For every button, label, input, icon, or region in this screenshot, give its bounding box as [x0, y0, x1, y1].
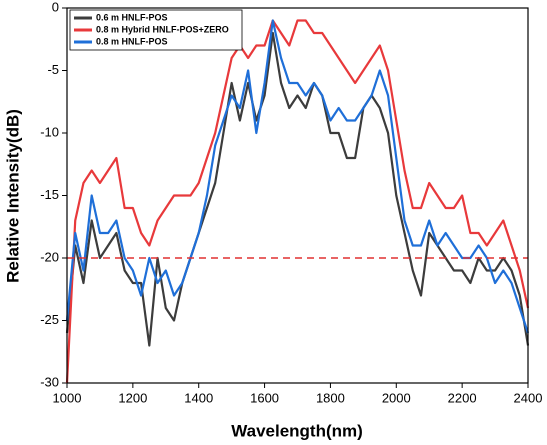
- y-tick-label: -25: [40, 312, 59, 327]
- x-tick-label: 2200: [448, 390, 477, 405]
- x-tick-label: 1000: [53, 390, 82, 405]
- x-axis-title: Wavelength(nm): [231, 421, 363, 440]
- y-tick-label: -20: [40, 249, 59, 264]
- x-tick-label: 2000: [382, 390, 411, 405]
- y-tick-label: -10: [40, 124, 59, 139]
- legend-box: [69, 9, 243, 51]
- x-tick-label: 1400: [184, 390, 213, 405]
- series-line: [65, 31, 530, 347]
- y-axis-title: Relative Intensity(dB): [3, 109, 22, 283]
- x-tick-label: 2400: [514, 390, 543, 405]
- y-tick-label: -15: [40, 187, 59, 202]
- y-tick-label: -30: [40, 374, 59, 389]
- legend-label: 0.8 m HNLF-POS: [96, 36, 168, 46]
- y-tick-label: 0: [52, 0, 59, 14]
- plot-frame: [66, 7, 529, 384]
- series-line: [65, 19, 530, 384]
- x-tick-label: 1800: [316, 390, 345, 405]
- x-tick-label: 1200: [118, 390, 147, 405]
- series-line: [65, 19, 530, 334]
- x-tick-label: 1600: [250, 390, 279, 405]
- legend-label: 0.8 m Hybrid HNLF-POS+ZERO: [96, 24, 229, 34]
- y-tick-label: -5: [47, 62, 59, 77]
- legend-label: 0.6 m HNLF-POS: [96, 12, 168, 22]
